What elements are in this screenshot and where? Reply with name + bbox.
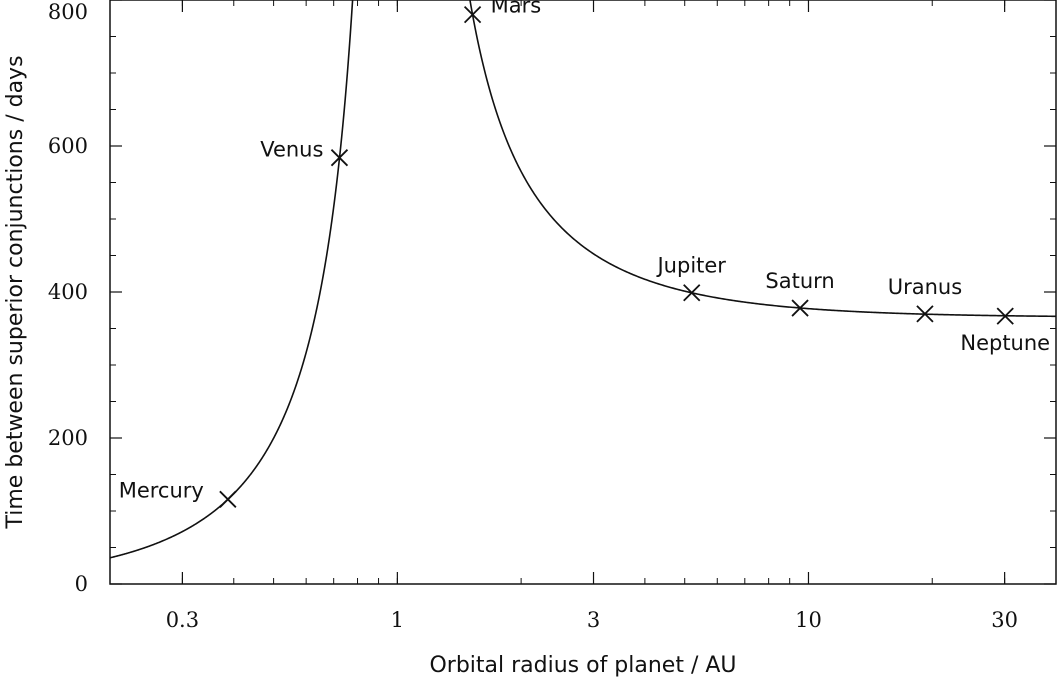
planet-label: Mars [491, 0, 542, 18]
marker-cross [330, 149, 349, 167]
planet-point: Saturn [765, 269, 835, 317]
marker-cross [791, 299, 809, 317]
marker-cross [219, 490, 237, 508]
planet-point: Venus [260, 138, 349, 167]
planet-point: Neptune [960, 307, 1050, 355]
planet-label: Mercury [119, 478, 204, 502]
planet-label: Saturn [765, 269, 834, 293]
y-axis-label: Time between superior conjunctions / day… [3, 55, 28, 529]
marker-cross [996, 307, 1014, 325]
y-tick-label: 600 [48, 134, 88, 158]
marker-cross [916, 305, 934, 323]
planet-point: Uranus [888, 275, 962, 323]
planet-point: Mercury [119, 478, 237, 508]
y-tick-label: 200 [48, 426, 88, 450]
y-tick-label: 800 [48, 0, 88, 24]
synodic-period-curve [109, 0, 1057, 559]
plot-frame [109, 0, 1057, 585]
axis-ticks [109, 0, 1057, 585]
marker-cross [463, 5, 482, 24]
x-tick-label: 3 [587, 608, 600, 632]
planet-label: Jupiter [655, 254, 726, 278]
marker-cross [683, 284, 701, 302]
planet-markers: Mercury Venus Mars Jupiter Saturn Uranus Neptu… [119, 0, 1050, 508]
x-axis-label: Orbital radius of planet / AU [429, 653, 736, 678]
y-tick-label: 0 [75, 572, 88, 596]
x-tick-label: 1 [391, 608, 404, 632]
planet-point: Mars [463, 0, 542, 24]
planet-label: Venus [260, 138, 323, 162]
planet-label: Neptune [960, 331, 1050, 355]
planet-point: Jupiter [655, 254, 726, 302]
x-tick-label: 0.3 [166, 608, 199, 632]
tick-labels: 0.3 1 3 10 30 0 200 400 600 800 [48, 0, 1018, 632]
x-tick-label: 30 [991, 608, 1018, 632]
y-tick-label: 400 [48, 280, 88, 304]
x-tick-label: 10 [795, 608, 822, 632]
planet-label: Uranus [888, 275, 962, 299]
